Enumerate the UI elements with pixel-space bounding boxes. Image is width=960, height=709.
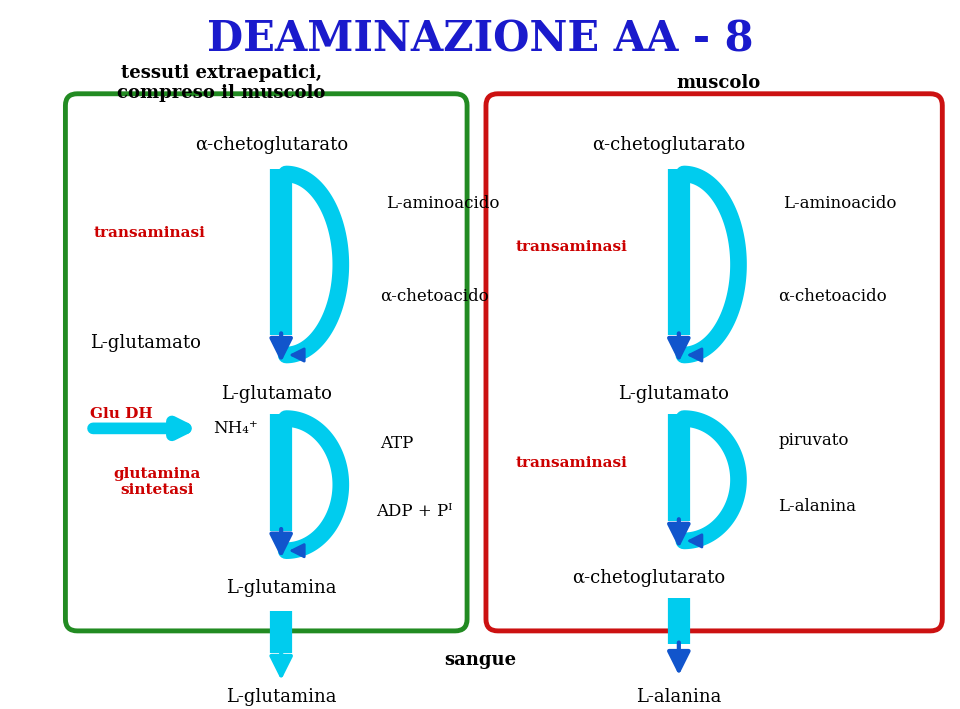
Text: L-glutamato: L-glutamato	[618, 385, 730, 403]
Text: α-chetoglutarato: α-chetoglutarato	[592, 135, 746, 154]
Text: L-glutamina: L-glutamina	[226, 688, 336, 706]
Text: α-chetoacido: α-chetoacido	[380, 288, 490, 305]
Text: glutamina
sintetasi: glutamina sintetasi	[113, 467, 201, 497]
Text: DEAMINAZIONE AA - 8: DEAMINAZIONE AA - 8	[206, 19, 754, 61]
Text: tessuti extraepatici,
compreso il muscolo: tessuti extraepatici, compreso il muscol…	[117, 64, 325, 102]
Text: piruvato: piruvato	[779, 432, 849, 449]
Text: L-aminoacido: L-aminoacido	[783, 195, 897, 212]
Text: muscolo: muscolo	[677, 74, 760, 92]
Text: L-alanina: L-alanina	[779, 498, 856, 515]
Text: NH₄⁺: NH₄⁺	[213, 420, 258, 437]
Text: L-glutamina: L-glutamina	[226, 579, 336, 597]
Text: transaminasi: transaminasi	[94, 225, 205, 240]
Text: L-glutamato: L-glutamato	[90, 334, 202, 352]
Text: transaminasi: transaminasi	[516, 240, 628, 255]
Text: L-aminoacido: L-aminoacido	[386, 195, 499, 212]
FancyBboxPatch shape	[65, 94, 468, 631]
Text: L-glutamato: L-glutamato	[221, 385, 331, 403]
Text: α-chetoglutarato: α-chetoglutarato	[572, 569, 726, 587]
Text: sangue: sangue	[444, 652, 516, 669]
Text: Glu DH: Glu DH	[90, 407, 153, 420]
Text: ATP: ATP	[380, 435, 414, 452]
FancyBboxPatch shape	[486, 94, 943, 631]
Text: transaminasi: transaminasi	[516, 456, 628, 469]
Text: L-alanina: L-alanina	[636, 688, 722, 706]
Text: α-chetoacido: α-chetoacido	[779, 288, 887, 305]
Text: ADP + Pᴵ: ADP + Pᴵ	[375, 503, 452, 520]
Text: α-chetoglutarato: α-chetoglutarato	[195, 135, 348, 154]
